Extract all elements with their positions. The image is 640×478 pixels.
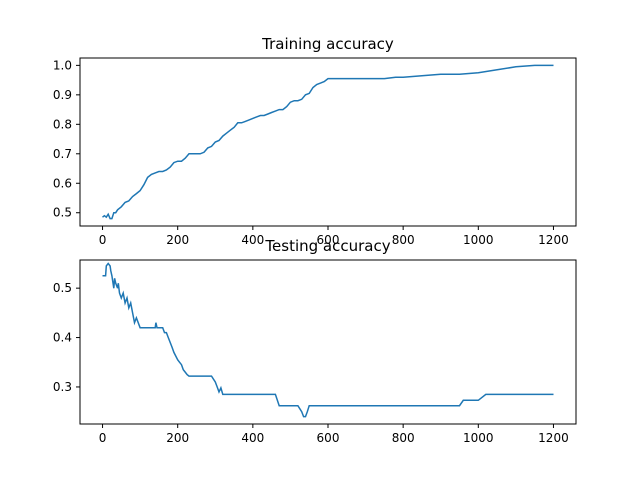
x-tick-label: 0 (99, 431, 107, 445)
y-tick-label: 0.5 (53, 281, 72, 295)
x-tick-label: 800 (392, 233, 415, 247)
series-line-0 (102, 64, 554, 220)
y-tick-label: 0.4 (53, 331, 72, 345)
y-tick-label: 0.3 (53, 380, 72, 394)
x-tick-label: 600 (317, 431, 340, 445)
y-tick-label: 0.6 (53, 176, 72, 190)
y-tick-label: 1.0 (53, 58, 72, 72)
plot-marks: 0 200 400 600 800 1000 1200 0.3 0.4 0.5 (53, 262, 569, 445)
plot-marks: 0 200 400 600 800 1000 1200 0.5 0.6 0.7 0.8 0.9 1.0 (53, 58, 569, 247)
y-tick-label: 0.9 (53, 88, 72, 102)
x-tick-label: 600 (317, 233, 340, 247)
x-tick-label: 1000 (463, 431, 494, 445)
x-tick-label: 1200 (538, 431, 569, 445)
chart-title: Testing accuracy (264, 237, 390, 255)
chart-title: Training accuracy (261, 35, 394, 53)
x-tick-label: 400 (241, 233, 264, 247)
y-tick-label: 0.7 (53, 147, 72, 161)
x-tick-label: 400 (241, 431, 264, 445)
y-tick-label: 0.5 (53, 206, 72, 220)
x-tick-label: 200 (166, 233, 189, 247)
testing-accuracy-panel: 0 200 400 600 800 1000 1200 0.3 0.4 0.5 Testing a… (53, 237, 577, 445)
x-tick-label: 0 (99, 233, 107, 247)
x-tick-label: 1200 (538, 233, 569, 247)
y-tick-label: 0.8 (53, 117, 72, 131)
series-line-0 (102, 262, 554, 418)
x-tick-label: 200 (166, 431, 189, 445)
x-tick-label: 800 (392, 431, 415, 445)
x-tick-label: 1000 (463, 233, 494, 247)
training-accuracy-panel: Training accuracy 0 200 400 600 800 1000 12000… (53, 35, 577, 247)
